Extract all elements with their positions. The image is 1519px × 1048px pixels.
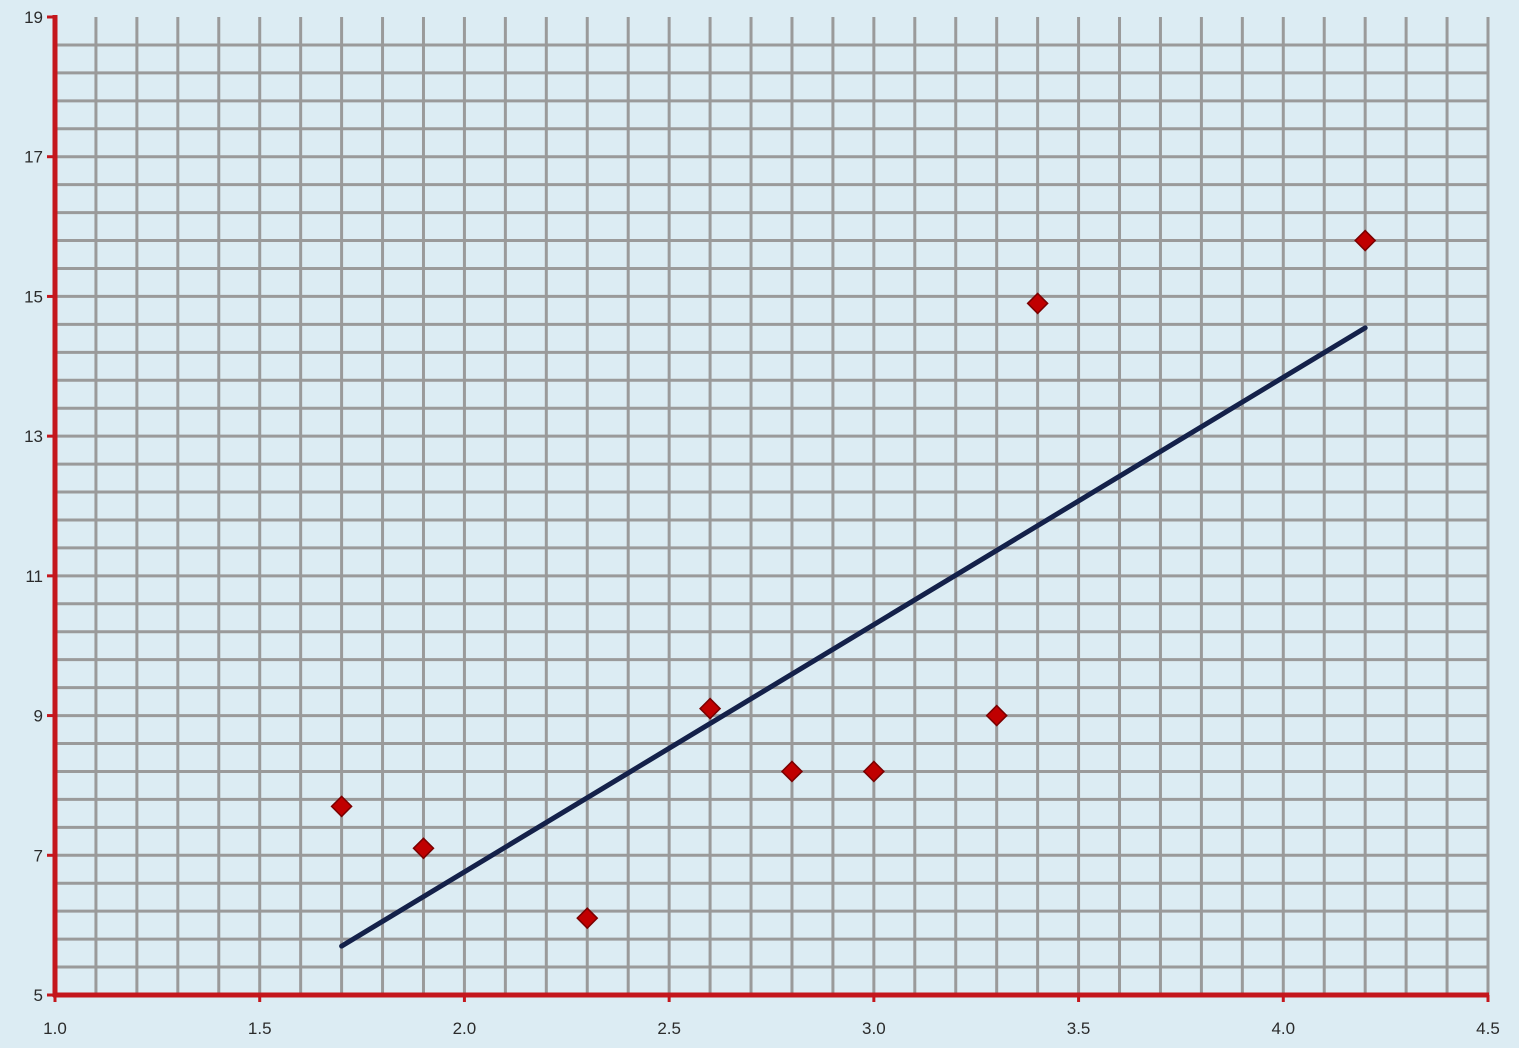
data-point-marker (699, 697, 722, 720)
data-point-marker (1026, 292, 1049, 315)
y-tick-label: 11 (25, 567, 43, 586)
data-point-marker (576, 907, 599, 930)
data-point-marker (780, 760, 804, 783)
x-tick-label: 3.0 (862, 1019, 886, 1038)
x-tick-label: 2.5 (657, 1019, 681, 1038)
data-point-marker (412, 837, 435, 860)
y-tick-label: 13 (24, 427, 43, 446)
data-point-marker (1354, 229, 1377, 252)
gridlines (55, 17, 1490, 995)
y-tick-label: 15 (24, 287, 43, 306)
y-tick-label: 5 (34, 986, 43, 1005)
y-tick-label: 19 (24, 8, 43, 27)
axes (47, 15, 1490, 1002)
trend-line (339, 325, 1368, 949)
y-tick-label: 9 (34, 707, 43, 726)
data-point-marker (330, 795, 353, 818)
x-tick-label: 4.0 (1271, 1019, 1295, 1038)
y-tick-label: 7 (34, 846, 43, 865)
y-tick-label: 17 (24, 148, 43, 167)
data-point-marker (985, 704, 1008, 727)
x-tick-label: 1.0 (43, 1019, 67, 1038)
x-tick-label: 2.0 (453, 1019, 477, 1038)
tick-labels: 1.0 1.5 2.0 2.5 3.0 3.5 4.0 4.5 5 7 9 11 13 15 17 19 (24, 8, 1500, 1038)
data-series (330, 229, 1377, 949)
x-tick-label: 3.5 (1067, 1019, 1091, 1038)
x-tick-label: 1.5 (248, 1019, 272, 1038)
x-tick-label: 4.5 (1476, 1019, 1500, 1038)
data-point-marker (862, 760, 885, 783)
